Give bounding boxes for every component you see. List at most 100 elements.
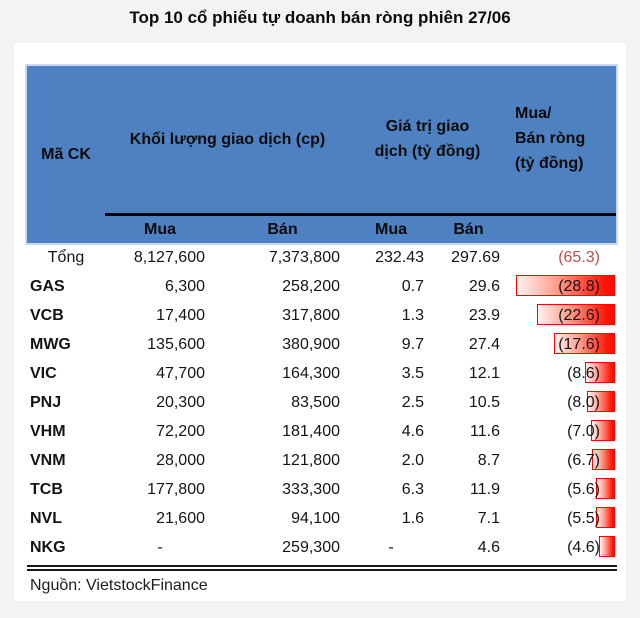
net-value: (4.6) — [567, 539, 600, 556]
page-title: Top 10 cổ phiếu tự doanh bán ròng phiên … — [129, 8, 511, 27]
subheader-val-sell: Bán — [453, 220, 484, 238]
net-cell: (8.6) — [505, 359, 616, 388]
subheader-val-buy: Mua — [375, 220, 407, 238]
stock-table: Mã CK Khối lượng giao dịch (cp) Giá trị … — [27, 66, 617, 595]
table-row: NVL 21,600 94,100 1.6 7.1 (5.5) — [27, 504, 616, 533]
net-value: (28.8) — [558, 278, 600, 295]
val-buy-cell: 2.5 — [401, 393, 424, 411]
ticker-cell: NVL — [30, 509, 62, 527]
val-buy-cell: 4.6 — [401, 422, 424, 440]
net-value: (8.0) — [567, 394, 600, 411]
net-cell: (17.6) — [505, 330, 616, 359]
net-data-bar — [554, 333, 615, 354]
subheader-vol-sell: Bán — [267, 220, 298, 238]
net-value: (65.3) — [558, 249, 600, 266]
net-data-bar — [585, 362, 615, 383]
ticker-cell: VNM — [30, 451, 66, 469]
net-cell: (8.0) — [505, 388, 616, 417]
subheader-vol-buy: Mua — [144, 220, 176, 238]
val-sell-cell: 4.6 — [477, 538, 500, 556]
vol-sell-cell: 259,300 — [282, 538, 340, 556]
table-row: PNJ 20,300 83,500 2.5 10.5 (8.0) — [27, 388, 616, 417]
net-value: (6.7) — [567, 452, 600, 469]
table-header: Mã CK Khối lượng giao dịch (cp) Giá trị … — [27, 66, 616, 243]
val-sell-cell: 7.1 — [477, 509, 500, 527]
header-net-group: Mua/ Bán ròng (tỷ đồng) — [515, 105, 586, 172]
vol-sell-cell: 164,300 — [282, 364, 340, 382]
net-value: (5.5) — [567, 510, 600, 527]
net-data-bar — [516, 275, 615, 296]
ticker-cell: VHM — [30, 422, 66, 440]
vol-buy-cell: 28,000 — [156, 451, 205, 469]
vol-sell-cell: 333,300 — [282, 480, 340, 498]
val-buy-cell: 232.43 — [375, 248, 424, 266]
val-buy-cell: 0.7 — [401, 277, 424, 295]
net-cell: (7.0) — [505, 417, 616, 446]
net-cell: (5.6) — [505, 475, 616, 504]
net-data-bar — [591, 420, 615, 441]
net-data-bar — [587, 391, 615, 412]
table-row: Tổng 8,127,600 7,373,800 232.43 297.69 (… — [27, 243, 616, 272]
vol-buy-cell: 47,700 — [156, 364, 205, 382]
bottom-double-line — [27, 565, 617, 571]
vol-sell-cell: 7,373,800 — [268, 248, 340, 266]
vol-sell-cell: 83,500 — [291, 393, 340, 411]
vol-sell-cell: 121,800 — [282, 451, 340, 469]
net-data-bar — [599, 536, 615, 557]
net-value: (17.6) — [558, 336, 600, 353]
val-sell-cell: 12.1 — [468, 364, 500, 382]
net-data-bar — [592, 449, 615, 470]
ticker-cell: TCB — [30, 480, 63, 498]
net-cell: (28.8) — [505, 272, 616, 301]
net-data-bar — [537, 304, 615, 325]
table-row: VIC 47,700 164,300 3.5 12.1 (8.6) — [27, 359, 616, 388]
ticker-cell: VIC — [30, 364, 57, 382]
header-ticker: Mã CK — [41, 145, 91, 163]
vol-buy-cell: 177,800 — [147, 480, 205, 498]
table-body: Tổng 8,127,600 7,373,800 232.43 297.69 (… — [27, 243, 616, 562]
table-row: VHM 72,200 181,400 4.6 11.6 (7.0) — [27, 417, 616, 446]
vol-buy-cell: 17,400 — [156, 306, 205, 324]
table-panel: Mã CK Khối lượng giao dịch (cp) Giá trị … — [14, 43, 626, 601]
header-volume-group: Khối lượng giao dịch (cp) — [129, 130, 326, 148]
net-cell: (5.5) — [505, 504, 616, 533]
vol-buy-cell: 72,200 — [156, 422, 205, 440]
net-value: (8.6) — [567, 365, 600, 382]
vol-sell-cell: 317,800 — [282, 306, 340, 324]
net-value: (7.0) — [567, 423, 600, 440]
ticker-cell: NKG — [30, 538, 66, 556]
vol-sell-cell: 258,200 — [282, 277, 340, 295]
val-sell-cell: 10.5 — [468, 393, 500, 411]
val-buy-cell: 1.3 — [401, 306, 424, 324]
subheader-net-empty — [505, 216, 616, 243]
val-buy-cell: 3.5 — [401, 364, 424, 382]
ticker-cell: PNJ — [30, 393, 62, 411]
vol-buy-cell: 8,127,600 — [133, 248, 205, 266]
vol-buy-cell: 135,600 — [147, 335, 205, 353]
ticker-cell: VCB — [30, 306, 64, 324]
table-row: GAS 6,300 258,200 0.7 29.6 (28.8) — [27, 272, 616, 301]
val-buy-cell: 2.0 — [401, 451, 424, 469]
vol-buy-cell: - — [157, 538, 163, 556]
val-sell-cell: 29.6 — [468, 277, 500, 295]
table-row: VNM 28,000 121,800 2.0 8.7 (6.7) — [27, 446, 616, 475]
net-cell: (65.3) — [505, 243, 616, 272]
val-sell-cell: 8.7 — [477, 451, 500, 469]
val-buy-cell: 9.7 — [401, 335, 424, 353]
table-row: TCB 177,800 333,300 6.3 11.9 (5.6) — [27, 475, 616, 504]
net-value: (22.6) — [558, 307, 600, 324]
val-buy-cell: 1.6 — [401, 509, 424, 527]
vol-sell-cell: 94,100 — [291, 509, 340, 527]
val-buy-cell: 6.3 — [401, 480, 424, 498]
ticker-cell: Tổng — [47, 248, 85, 266]
vol-sell-cell: 380,900 — [282, 335, 340, 353]
val-sell-cell: 11.6 — [470, 422, 500, 440]
val-sell-cell: 297.69 — [451, 248, 500, 266]
header-subheaders: Mua Bán Mua Bán — [105, 216, 616, 243]
val-buy-cell: - — [388, 538, 394, 556]
net-cell: (4.6) — [505, 533, 616, 562]
table-row: NKG - 259,300 - 4.6 (4.6) — [27, 533, 616, 562]
net-value: (5.6) — [567, 481, 600, 498]
net-data-bar — [596, 507, 615, 528]
